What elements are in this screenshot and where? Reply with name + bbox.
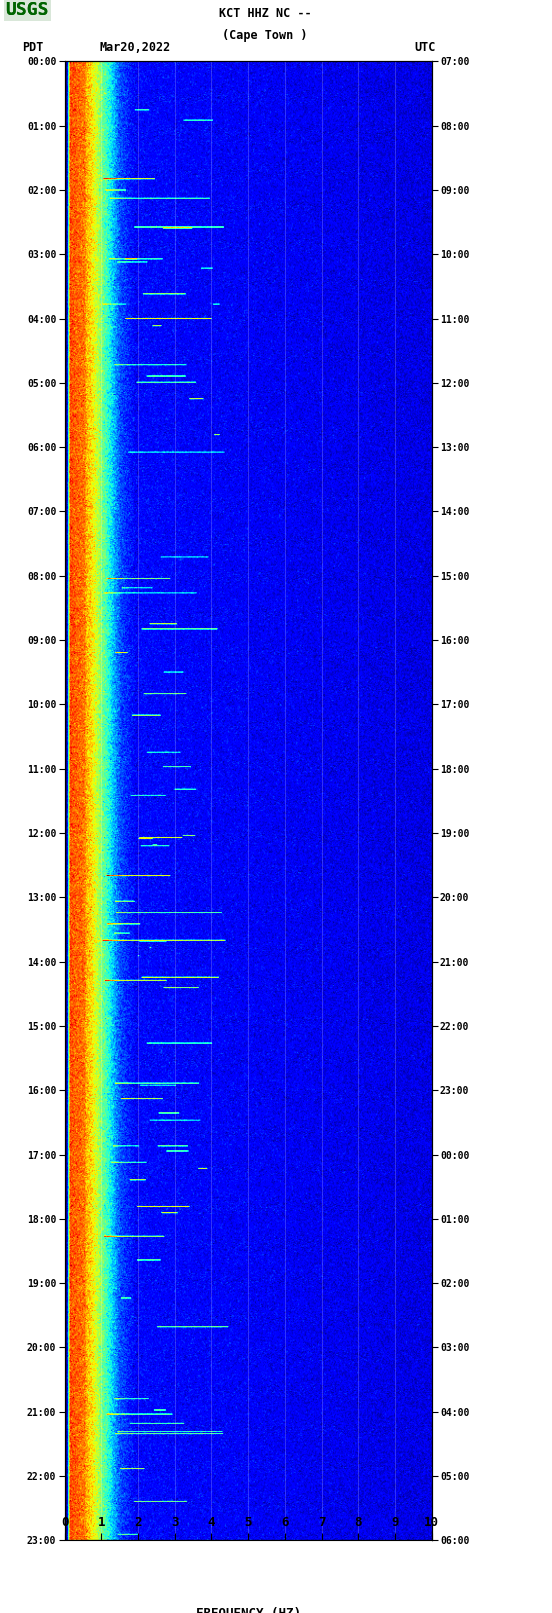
Text: (Cape Town ): (Cape Town ): [222, 29, 307, 42]
X-axis label: FREQUENCY (HZ): FREQUENCY (HZ): [195, 1607, 301, 1613]
Text: KCT HHZ NC --: KCT HHZ NC --: [219, 8, 311, 21]
Text: USGS: USGS: [6, 2, 49, 19]
Text: USGS: USGS: [6, 2, 49, 19]
Text: PDT: PDT: [22, 40, 44, 53]
Text: UTC: UTC: [414, 40, 436, 53]
Text: Mar20,2022: Mar20,2022: [99, 40, 171, 53]
